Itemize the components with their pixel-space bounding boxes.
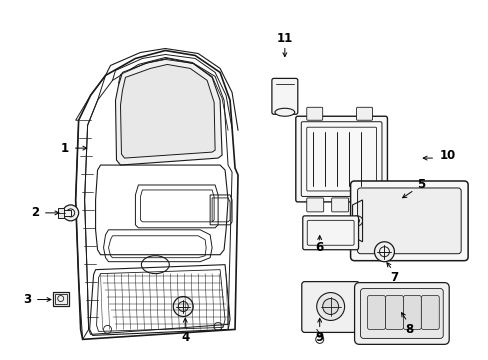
FancyBboxPatch shape: [354, 283, 448, 345]
Bar: [58, 208, 63, 218]
Text: 9: 9: [315, 331, 323, 344]
FancyBboxPatch shape: [295, 116, 386, 202]
Text: 5: 5: [416, 179, 425, 192]
Circle shape: [173, 297, 193, 316]
FancyBboxPatch shape: [403, 296, 421, 329]
FancyBboxPatch shape: [302, 216, 358, 250]
Bar: [58, 210, 71, 216]
Bar: [55, 293, 66, 303]
FancyBboxPatch shape: [385, 296, 403, 329]
FancyBboxPatch shape: [306, 198, 323, 212]
Text: 3: 3: [22, 293, 31, 306]
FancyBboxPatch shape: [421, 296, 438, 329]
Polygon shape: [120, 64, 215, 158]
Circle shape: [374, 242, 394, 262]
FancyBboxPatch shape: [306, 107, 322, 120]
FancyBboxPatch shape: [271, 78, 297, 114]
FancyBboxPatch shape: [331, 198, 348, 212]
FancyBboxPatch shape: [360, 289, 442, 338]
Bar: [53, 292, 68, 306]
Text: 2: 2: [31, 206, 39, 219]
FancyBboxPatch shape: [356, 107, 372, 120]
FancyBboxPatch shape: [357, 188, 460, 254]
Text: 1: 1: [61, 141, 68, 155]
FancyBboxPatch shape: [356, 198, 373, 212]
Circle shape: [322, 298, 338, 315]
Text: 7: 7: [389, 271, 398, 284]
Text: 11: 11: [276, 32, 292, 45]
FancyBboxPatch shape: [367, 296, 385, 329]
FancyBboxPatch shape: [350, 181, 467, 261]
Text: 8: 8: [405, 323, 413, 336]
FancyBboxPatch shape: [301, 282, 359, 332]
Text: 6: 6: [315, 241, 323, 254]
Text: 10: 10: [438, 149, 454, 162]
Circle shape: [62, 205, 79, 221]
Text: 4: 4: [181, 331, 189, 344]
Ellipse shape: [274, 108, 294, 116]
Polygon shape: [115, 58, 222, 165]
Circle shape: [316, 293, 344, 320]
